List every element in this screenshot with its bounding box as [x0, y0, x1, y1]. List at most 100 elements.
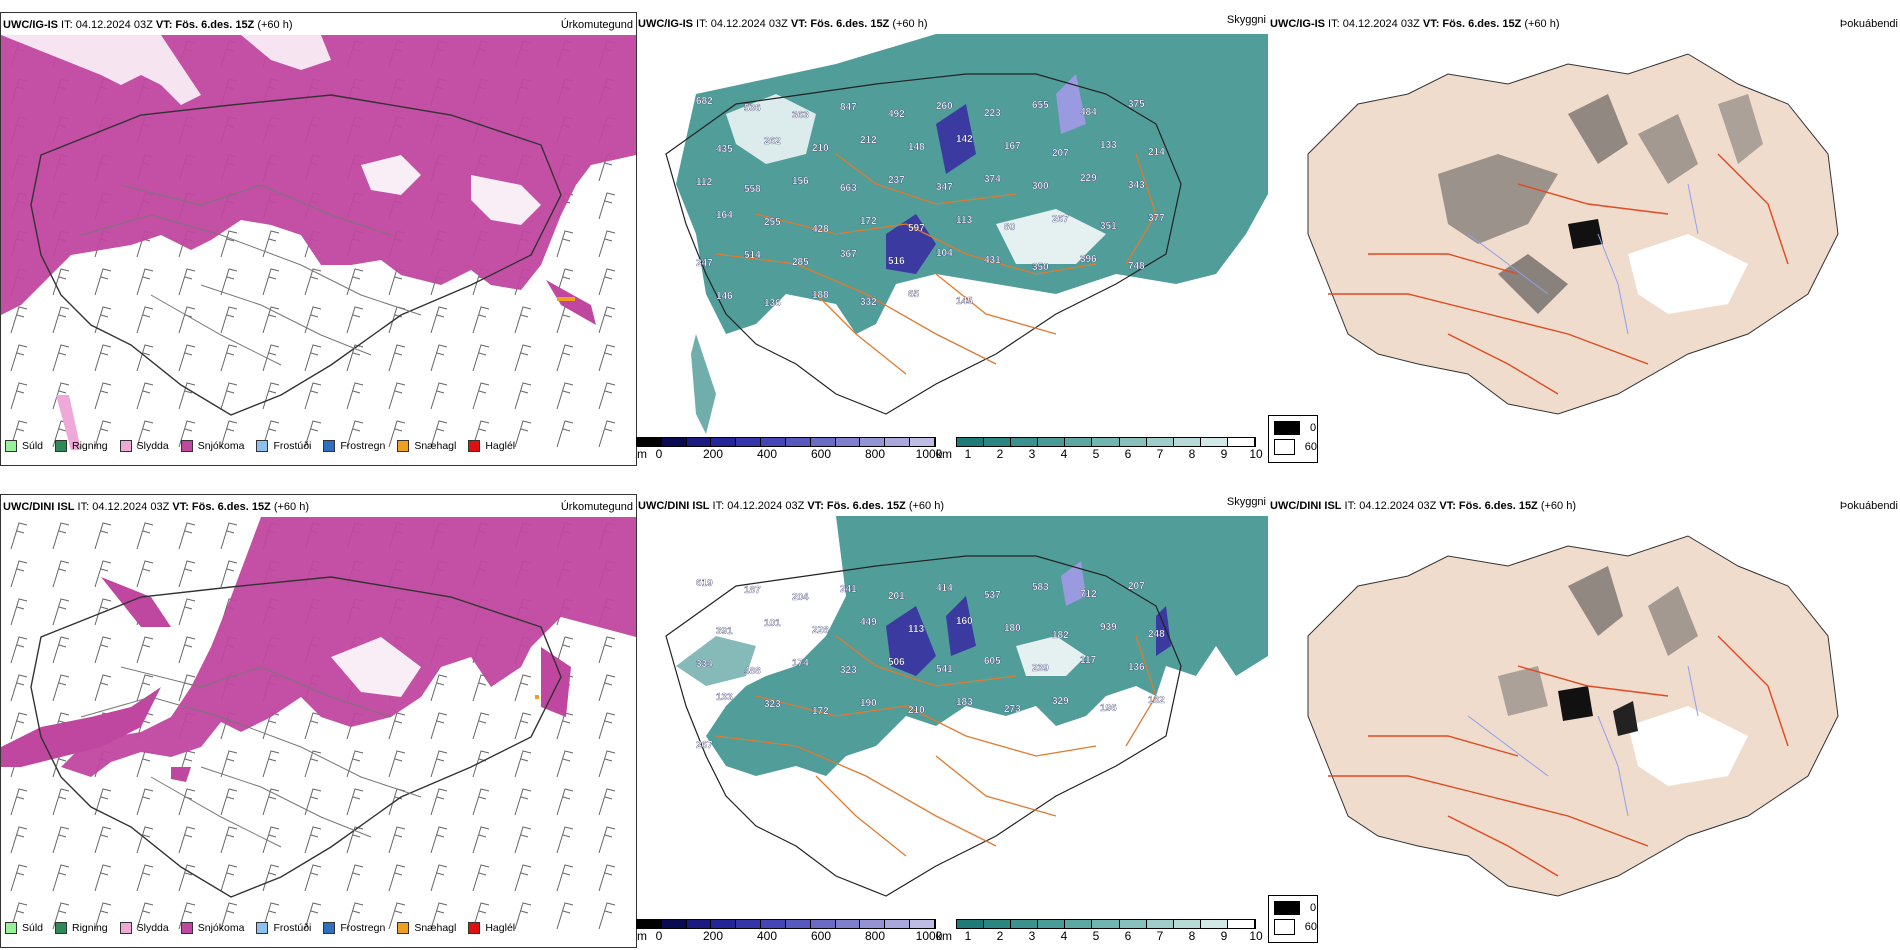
- elevation-label: 136: [1128, 662, 1145, 673]
- param-label: Skyggni: [1226, 14, 1266, 26]
- param-label: Skyggni: [1226, 496, 1266, 508]
- colorbar-tick: 10: [1249, 929, 1263, 943]
- colorbar-swatch: [910, 920, 935, 928]
- colorbar-swatch: [1173, 920, 1201, 928]
- elevation-label: 133: [716, 692, 733, 703]
- elevation-label: 160: [956, 616, 973, 627]
- elevation-label: 514: [744, 250, 761, 261]
- visibility-colorbar: 1 2 3 4 5 6 7 8 9 10 km: [936, 437, 1263, 461]
- colorbar-swatch: [686, 438, 712, 446]
- elevation-label: 267: [1052, 214, 1069, 225]
- legend-item: Haglél: [468, 440, 515, 452]
- elevation-label: 80: [1004, 222, 1016, 233]
- legend-item: Snæhagl: [397, 440, 456, 452]
- legend-item: Slydda: [119, 440, 169, 452]
- colorbar-tick: 3: [1028, 929, 1036, 943]
- elevation-label: 229: [1080, 173, 1097, 184]
- legend-item: Frostregn: [323, 440, 385, 452]
- colorbar-swatch: [637, 920, 662, 928]
- precip-map: [1, 35, 636, 450]
- legend-swatch: [256, 440, 269, 452]
- panel-visibility-top: UWC/IG-IS IT: 04.12.2024 03Z VT: Fös. 6.…: [636, 12, 1268, 464]
- elevation-label: 207: [1128, 581, 1145, 592]
- colorbar-tick: 8: [1188, 447, 1196, 461]
- colorbar-tick: 1000: [915, 447, 943, 461]
- fog-map: [1307, 535, 1839, 897]
- colorbar-tick: 0: [655, 929, 663, 943]
- panel-precip-type-top: UWC/IG-IS IT: 04.12.2024 03Z VT: Fös. 6.…: [0, 12, 637, 466]
- elevation-label: 558: [744, 184, 761, 195]
- legend-swatch: [5, 922, 17, 934]
- elevation-label: 113: [956, 215, 973, 226]
- elevation-label: 377: [1148, 213, 1165, 224]
- colorbar-swatch: [984, 920, 1012, 928]
- elevation-label: 492: [888, 109, 905, 120]
- elevation-label: 712: [1080, 589, 1097, 600]
- legend-swatch: [119, 440, 132, 452]
- elevation-label: 133: [1100, 140, 1117, 151]
- colorbar-tick: 4: [1060, 447, 1068, 461]
- elevation-label: 228: [812, 625, 829, 636]
- colorbar-swatch: [1173, 438, 1201, 446]
- elevation-label: 104: [936, 248, 953, 259]
- precip-map: [1, 517, 636, 932]
- elevation-label: 516: [888, 256, 905, 267]
- colorbar-swatch: [1119, 438, 1147, 446]
- precip-legend: Súld Rigning Slydda Snjókoma Frostúði Fr…: [5, 922, 515, 934]
- fog-map: [1307, 53, 1839, 415]
- elevation-label: 351: [1100, 221, 1117, 232]
- legend-swatch: [468, 440, 481, 452]
- elevation-label: 188: [812, 290, 829, 301]
- panel-title: UWC/DINI ISL IT: 04.12.2024 03Z VT: Fös.…: [3, 501, 309, 513]
- elevation-label: 396: [1080, 254, 1097, 265]
- legend-item: Súld: [5, 440, 43, 452]
- colorbar-swatch: [785, 438, 811, 446]
- legend-item: Haglél: [468, 922, 515, 934]
- colorbar-tick: 1: [964, 929, 972, 943]
- elevation-label: 748: [1128, 261, 1145, 272]
- colorbar-swatch: [860, 438, 886, 446]
- elevation-label: 174: [792, 658, 809, 669]
- colorbar-tick: 3: [1028, 447, 1036, 461]
- elev-unit: m: [637, 447, 647, 461]
- colorbar-swatch: [1146, 438, 1174, 446]
- colorbar-swatch: [957, 438, 985, 446]
- legend-item: Frostúði: [256, 440, 311, 452]
- elevation-label: 190: [860, 698, 877, 709]
- elevation-label: 414: [936, 583, 953, 594]
- legend-item: Snjókoma: [180, 922, 244, 934]
- legend-item: Snjókoma: [180, 440, 244, 452]
- elevation-colorbar: 0 200 400 600 800 1000 m: [636, 437, 942, 461]
- legend-item: Frostregn: [323, 922, 385, 934]
- vis-unit: km: [936, 447, 952, 461]
- elevation-label: 273: [1004, 704, 1021, 715]
- colorbar-swatch: [1011, 438, 1039, 446]
- elevation-label: 939: [1100, 622, 1117, 633]
- elevation-label: 239: [1032, 663, 1049, 674]
- fog-swatch-white: [1274, 919, 1295, 935]
- colorbar-tick: 5: [1092, 929, 1100, 943]
- colorbar-tick: 2: [996, 929, 1004, 943]
- elevation-label: 136: [764, 298, 781, 309]
- colorbar-swatch: [957, 920, 985, 928]
- colorbar-swatch: [711, 438, 737, 446]
- elevation-label: 536: [744, 103, 761, 114]
- legend-swatch: [180, 440, 193, 452]
- panel-visibility-bottom: UWC/DINI ISL IT: 04.12.2024 03Z VT: Fös.…: [636, 494, 1268, 946]
- colorbar-swatch: [885, 920, 911, 928]
- legend-item: Frostúði: [256, 922, 311, 934]
- panel-fog-bottom: UWC/DINI ISL IT: 04.12.2024 03Z VT: Fös.…: [1268, 494, 1900, 946]
- elevation-label: 101: [764, 618, 781, 629]
- colorbar-tick: 800: [864, 447, 886, 461]
- legend-swatch: [5, 440, 17, 452]
- param-label: Úrkomutegund: [560, 19, 633, 31]
- colorbar-swatch: [785, 920, 811, 928]
- colorbar-tick: 600: [810, 447, 832, 461]
- legend-item: Rigning: [55, 440, 108, 452]
- elevation-label: 207: [1052, 148, 1069, 159]
- elevation-label: 375: [1128, 99, 1145, 110]
- colorbar-swatch: [1200, 438, 1228, 446]
- colorbar-swatch: [637, 438, 662, 446]
- panel-title: UWC/IG-IS IT: 04.12.2024 03Z VT: Fös. 6.…: [1270, 18, 1560, 30]
- elevation-label: 210: [812, 143, 829, 154]
